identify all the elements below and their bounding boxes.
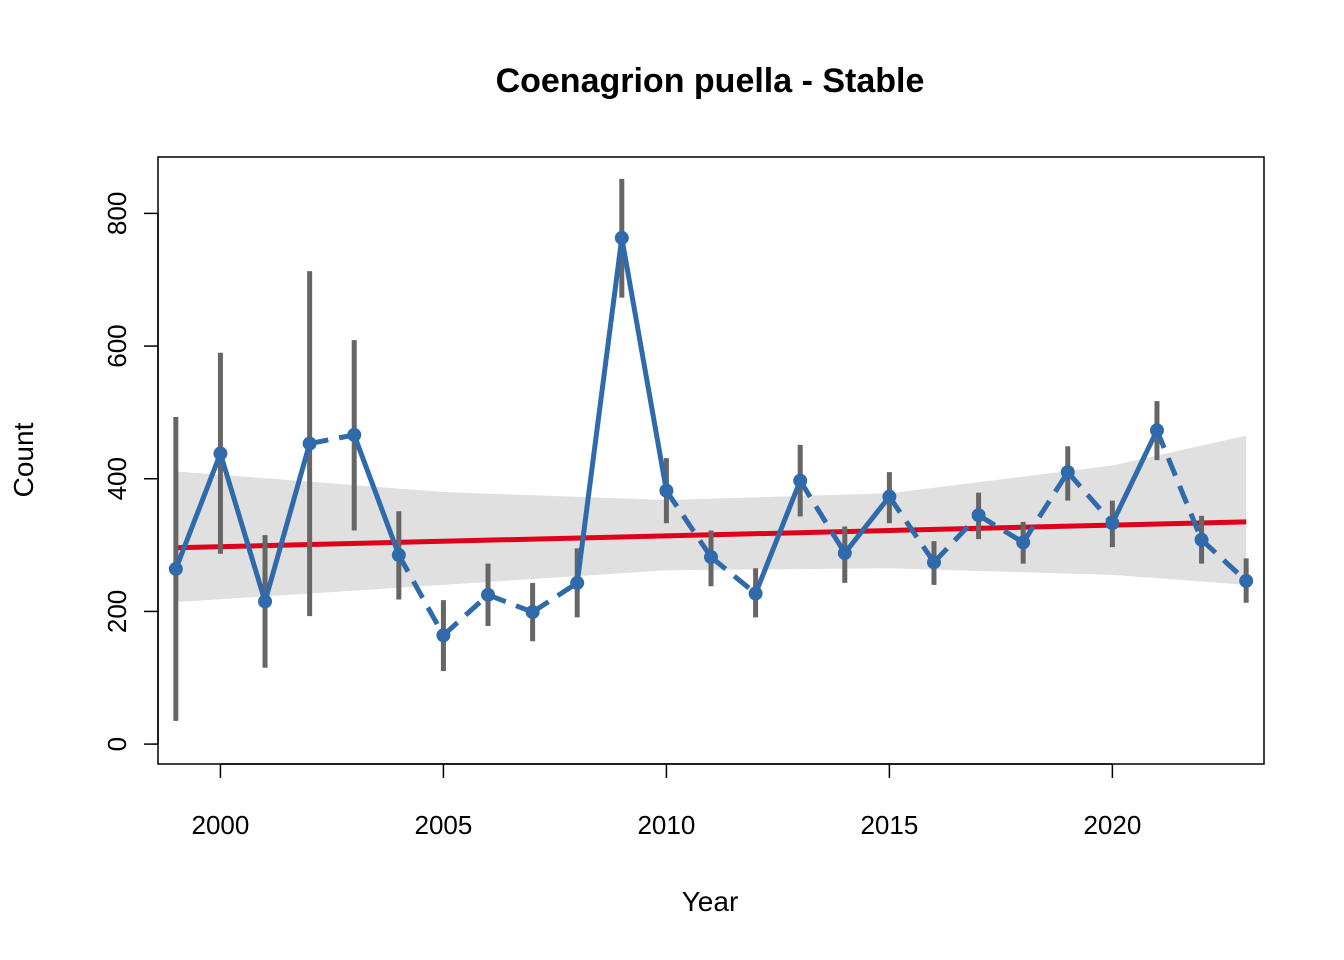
y-tick-label: 800 (102, 192, 132, 235)
plot-frame (157, 156, 1265, 765)
data-point (926, 555, 941, 570)
y-axis-label: Count (8, 422, 39, 497)
series-line-segment (619, 237, 669, 492)
x-axis-label: Year (682, 886, 739, 917)
data-point (1194, 532, 1209, 547)
data-point (1016, 535, 1031, 550)
series-line-segment (218, 452, 268, 603)
x-tick-label: 2020 (1083, 810, 1141, 840)
x-tick-label: 2005 (414, 810, 472, 840)
data-point (525, 605, 540, 620)
series-line-segment (887, 495, 937, 564)
data-point (614, 230, 629, 245)
series-line-segment (262, 442, 313, 603)
data-point (258, 594, 273, 609)
data-point (748, 586, 763, 601)
series-line-segment (664, 489, 714, 559)
chart-title: Coenagrion puella - Stable (496, 62, 925, 100)
series-line-layer (173, 237, 1248, 638)
series-line-segment (798, 479, 847, 555)
data-point (704, 550, 718, 565)
series-line-segment (842, 495, 892, 555)
data-point (391, 548, 406, 563)
series-line-segment (1065, 470, 1115, 525)
series-line-segment (709, 555, 758, 596)
data-point (971, 508, 986, 523)
data-point (436, 628, 451, 643)
series-line-segment (753, 479, 803, 595)
series-line-segment (1199, 537, 1248, 583)
series-line-segment (1110, 429, 1160, 525)
series-line-segment (173, 452, 223, 570)
y-tick-label: 600 (102, 324, 132, 367)
data-point (213, 446, 228, 461)
data-point (302, 436, 317, 451)
series-line-segment (396, 553, 446, 637)
data-point (347, 427, 362, 442)
series-line-segment (1021, 470, 1070, 544)
y-tick-label: 200 (102, 590, 132, 633)
data-point (481, 587, 496, 602)
y-tick-label: 400 (102, 457, 132, 500)
data-point (659, 483, 674, 498)
confidence-band-layer (175, 435, 1247, 603)
x-tick-label: 2010 (637, 810, 695, 840)
data-point (1105, 516, 1120, 531)
data-point (793, 473, 808, 488)
data-point (882, 489, 897, 504)
series-line-segment (574, 237, 625, 584)
x-tick-label: 2000 (192, 810, 250, 840)
x-tick-label: 2015 (860, 810, 918, 840)
data-point (1060, 465, 1075, 480)
y-axis: 0 200 400 600 800 (102, 192, 159, 751)
y-tick-label: 0 (102, 737, 132, 751)
confidence-band (175, 435, 1247, 603)
series-line-segment (1154, 429, 1204, 541)
series-line-segment (441, 592, 490, 638)
series-line-segment (531, 580, 579, 615)
data-point (837, 546, 852, 561)
series-line-segment (932, 513, 981, 565)
error-bar-layer (173, 178, 1249, 721)
data-point (1239, 573, 1254, 588)
series-line-segment (977, 513, 1025, 545)
series-line-segment (351, 434, 402, 556)
series-line-segment (487, 592, 534, 615)
data-point (168, 561, 183, 576)
data-point (1149, 423, 1164, 438)
data-point (570, 575, 585, 590)
x-axis: 2000 2005 2010 2015 2020 (192, 763, 1141, 840)
series-line-segment (309, 432, 355, 447)
data-point-layer (168, 230, 1254, 643)
